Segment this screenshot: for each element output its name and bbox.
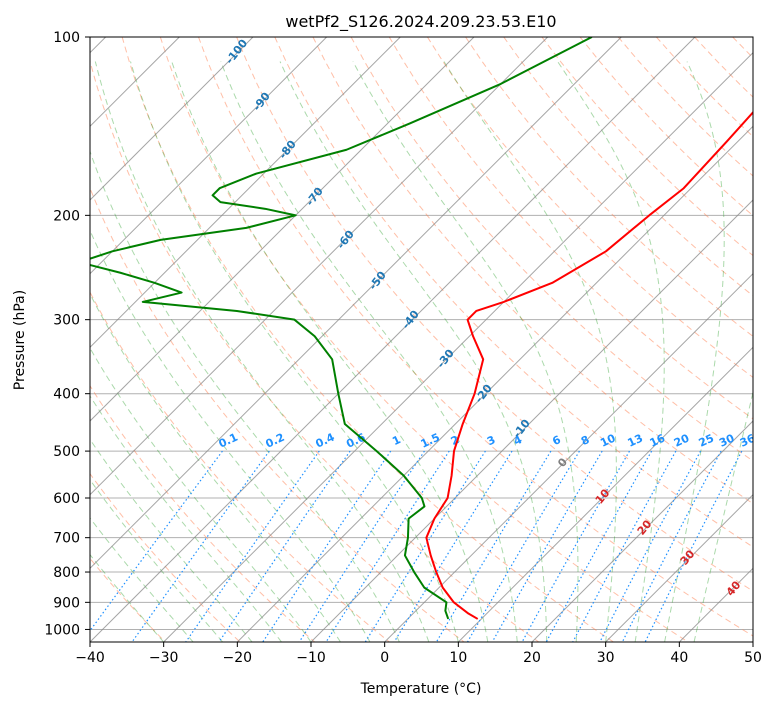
- isotherm-line: [90, 37, 254, 201]
- dry-adiabat-line: [388, 37, 753, 420]
- moist-adiabat-line: [90, 292, 341, 642]
- y-tick-label: 200: [53, 208, 80, 224]
- mixing-ratio-line: [262, 450, 392, 642]
- mixing-ratio-label: 10: [598, 431, 618, 449]
- mixing-ratio-line: [298, 450, 425, 642]
- y-tick-label: 400: [53, 387, 80, 403]
- temperature-profile-line: [425, 110, 753, 620]
- isotherm-line: [90, 37, 696, 642]
- moist-adiabat-line: [90, 479, 223, 642]
- mixing-ratio-line: [491, 450, 603, 642]
- plot-frame: [89, 36, 754, 643]
- mixing-ratio-line: [90, 450, 223, 632]
- y-tick-label: 800: [53, 565, 80, 581]
- isotherm-line: [90, 37, 549, 496]
- moist-adiabat-line: [693, 390, 753, 642]
- moist-adiabat-line: [90, 347, 312, 642]
- y-tick-label: 300: [53, 313, 80, 329]
- x-tick-label: 50: [744, 650, 762, 666]
- x-tick-label: 40: [670, 650, 688, 666]
- dewpoint-profile-line: [90, 37, 593, 620]
- mixing-ratio-label: 13: [626, 432, 645, 450]
- mixing-ratio-line: [131, 450, 270, 642]
- mixing-ratio-label: 20: [672, 431, 692, 449]
- mixing-ratio-label: 16: [648, 431, 668, 449]
- mixing-ratio-line: [218, 450, 351, 642]
- moist-adiabat-line: [94, 61, 430, 642]
- mixing-ratio-label: 36: [738, 431, 758, 449]
- mixing-ratio-line: [521, 450, 631, 642]
- grid-layer: [90, 37, 753, 642]
- dry-adiabat-line: [426, 37, 753, 378]
- chart-title: wetPf2_S126.2024.209.23.53.E10: [285, 12, 556, 32]
- isotherm-line: [236, 125, 753, 642]
- y-axis-label: Pressure (hPa): [12, 290, 28, 390]
- dry-adiabat-line: [90, 557, 166, 642]
- mixing-ratio-line: [599, 450, 702, 642]
- x-tick-label: 10: [449, 650, 467, 666]
- dry-adiabat-line: [90, 59, 540, 642]
- isotherm-line: [90, 37, 328, 275]
- isotherm-line: [605, 493, 753, 642]
- mixing-ratio-line: [185, 450, 320, 642]
- x-tick-label: 0: [380, 650, 389, 666]
- dry-adiabat-line: [90, 384, 316, 642]
- mixing-ratio-line: [572, 450, 677, 642]
- x-axis-label: Temperature (°C): [360, 681, 482, 697]
- isotherm-line: [384, 272, 753, 642]
- y-tick-label: 1000: [44, 622, 80, 638]
- y-tick-label: 700: [53, 531, 80, 547]
- moist-adiabat-line: [171, 61, 489, 642]
- axes-layer: −40 −30 −20 −10 0 10 20 30 40 50 100 200 300 400 500 60…: [44, 30, 762, 666]
- isotherm-line: [90, 37, 401, 349]
- x-tick-label: −40: [75, 650, 105, 666]
- x-tick-label: −20: [223, 650, 253, 666]
- moist-adiabat-line: [352, 61, 579, 642]
- isotherm-line: [531, 420, 753, 642]
- moist-adiabat-line: [220, 61, 518, 642]
- moist-adiabat-line: [90, 149, 400, 642]
- moist-adiabat-line: [90, 229, 371, 642]
- x-tick-label: 20: [523, 650, 541, 666]
- moist-adiabat-line: [90, 438, 253, 642]
- moist-adiabat-line: [90, 395, 282, 642]
- moist-adiabat-line: [664, 61, 725, 642]
- isotherm-line: [457, 346, 753, 642]
- y-tick-label: 900: [53, 595, 80, 611]
- y-tick-label: 100: [53, 30, 80, 46]
- isotherm-line: [310, 199, 753, 642]
- y-tick-label: 500: [53, 444, 80, 460]
- x-tick-label: −30: [149, 650, 179, 666]
- y-tick-label: 600: [53, 491, 80, 507]
- dry-adiabat-line: [274, 37, 753, 548]
- mixing-ratio-line: [644, 450, 743, 642]
- series-layer: [90, 37, 753, 620]
- mixing-ratio-line: [393, 450, 513, 642]
- isotherm-line: [90, 37, 622, 570]
- isotherm-line: [163, 51, 753, 642]
- moist-adiabat-line: [279, 61, 548, 642]
- mixing-ratio-label: 30: [717, 431, 737, 449]
- x-tick-label: −10: [296, 650, 326, 666]
- mixing-ratio-line: [545, 450, 653, 642]
- x-tick-label: 30: [597, 650, 615, 666]
- moist-adiabat-line: [90, 553, 165, 642]
- moist-adiabat-line: [90, 517, 194, 642]
- dry-adiabat-line: [90, 186, 465, 642]
- moist-adiabat-line: [443, 61, 617, 642]
- dry-adiabat-line: [159, 37, 689, 642]
- mixing-ratio-line: [621, 450, 722, 642]
- moist-adiabat-line: [557, 61, 665, 642]
- mixing-ratio-label: 25: [697, 432, 716, 450]
